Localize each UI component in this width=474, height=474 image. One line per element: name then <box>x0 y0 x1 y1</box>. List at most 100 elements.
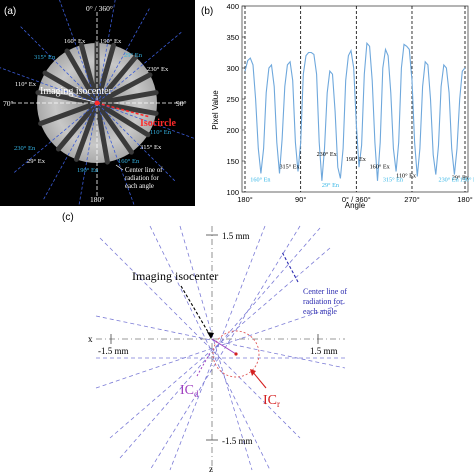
panel-c-diagram: (c) 1.5 mm -1.5 mm -1.5 mm 1.5 mm x z Im… <box>62 212 347 474</box>
y-tick-label: 300 <box>226 64 239 73</box>
radiation-line-4 <box>95 302 346 389</box>
annotation-ex: 315° Ex <box>279 163 300 170</box>
center-line-label-line-1: Center line of <box>303 287 347 296</box>
z-axis-letter: z <box>209 464 213 474</box>
annotation-en: 29° En <box>322 182 339 189</box>
x-tick-label: 180° <box>237 195 253 204</box>
label-160-en: 160° En <box>118 158 140 165</box>
radiation-line-7 <box>149 225 301 471</box>
annotation-en: 315° En <box>383 176 403 183</box>
panel-a-tag: (a) <box>4 6 16 17</box>
beam-line-190 <box>78 0 116 206</box>
y-tick-label: 150 <box>226 157 239 166</box>
radiation-line-9 <box>119 227 321 459</box>
pixel-value-plot: 100 150 200 250 300 350 400 180° 90° 0° / 360° 270… <box>226 2 474 204</box>
panel-a-image: (a) 0° / 360° 180° 70° 90° Imaging isoce… <box>0 0 195 206</box>
panel-b-tag: (b) <box>201 6 213 17</box>
center-line-arrow <box>281 251 299 283</box>
annotation-ex: 29° Ex <box>452 175 470 182</box>
x-tick-label: 180° <box>457 195 473 204</box>
radiation-line-2 <box>169 225 266 471</box>
annotation-ex: 110° Ex <box>396 173 417 180</box>
imaging-isocenter-arrow <box>180 285 212 338</box>
label-29-ex: 29° Ex <box>27 158 46 165</box>
icr-arrow <box>251 370 267 389</box>
radiation-line-1 <box>179 225 253 471</box>
annotation-en: 160° En <box>250 176 270 183</box>
stripe-11 <box>38 100 100 127</box>
x-tick-label: 0° / 360° <box>342 195 371 204</box>
x-tick-label: 270° <box>404 195 420 204</box>
y-tick-label: 200 <box>226 126 239 135</box>
x-axis-right-label: 1.5 mm <box>310 346 338 356</box>
label-230-ex: 230° Ex <box>147 66 169 73</box>
x-axis-title: Angle <box>345 201 366 210</box>
isocircle-pointer <box>96 102 151 118</box>
icd-label: ICd <box>180 383 199 399</box>
center-line-label-line-3: each angle <box>125 183 154 190</box>
stripe-14 <box>64 48 100 106</box>
center-line-label-line-2: radiation for <box>303 297 343 306</box>
imaging-isocenter-arrowhead <box>207 332 214 339</box>
stripe-12 <box>35 90 100 106</box>
center-line-label-line-3: each angle <box>303 307 337 316</box>
label-190-ex: 190° Ex <box>100 38 122 45</box>
beam-line-160 <box>59 0 135 206</box>
stripe-13 <box>42 70 100 106</box>
panel-c-tag: (c) <box>62 212 74 223</box>
label-315-en: 315° En <box>34 54 56 61</box>
x-tick-label: 90° <box>295 195 306 204</box>
annotation-en: 230° En <box>438 176 458 183</box>
label-160-ex: 160° Ex <box>64 38 86 45</box>
label-110-en: 110° En <box>150 129 172 136</box>
beam-line-29 <box>43 6 151 200</box>
beam-line-110 <box>0 67 195 140</box>
stripe-3 <box>94 72 153 106</box>
stripe-5 <box>94 100 159 116</box>
x-axis-left-label: -1.5 mm <box>98 346 129 356</box>
isocenter-dot <box>94 100 100 106</box>
stripe-15 <box>78 42 100 106</box>
y-tick-label: 350 <box>226 33 239 42</box>
stripe-10 <box>55 100 100 152</box>
y-tick-label: 250 <box>226 95 239 104</box>
y-axis-title: Pixel Value <box>211 90 220 130</box>
angle-90-label: 90° <box>176 99 187 108</box>
label-110-ex: 110° Ex <box>15 81 37 88</box>
x-axis-letter: x <box>88 334 93 344</box>
label-230-en: 230° En <box>14 145 36 152</box>
pixel-value-series <box>244 41 466 181</box>
label-29-en: 29° En <box>124 52 143 59</box>
icd-vector <box>211 338 237 355</box>
beam-line-315 <box>18 24 176 182</box>
isocircle-label: Isocircle <box>140 118 176 129</box>
stripe-7 <box>94 100 134 155</box>
z-axis-top-label: 1.5 mm <box>222 231 250 241</box>
angle-0-label: 0° / 360° <box>86 4 113 13</box>
y-tick-label: 400 <box>226 2 239 11</box>
icd-arrow <box>196 352 211 377</box>
imaging-isocenter-pointer <box>69 95 96 103</box>
imaging-isocenter-label: Imaging isocenter <box>40 86 113 97</box>
radiation-center-lines <box>95 225 346 471</box>
isocircle <box>212 330 260 378</box>
stripe-9 <box>73 100 100 162</box>
stripe-8 <box>94 100 110 165</box>
annotation-en: 190° En <box>460 176 474 183</box>
panel-b-chart: (b) Pixel Value Angle 100 150 200 250 300 350… <box>201 2 474 210</box>
center-line-label-line-2: radiation for <box>125 175 160 182</box>
annotation-ex: 190° Ex <box>346 156 367 163</box>
center-line-label-line-1: Center line of <box>125 167 163 174</box>
label-190-en: 190° En <box>77 167 99 174</box>
stripe-6 <box>94 100 151 138</box>
radiation-line-5 <box>95 315 346 369</box>
angle-180-label: 180° <box>90 195 104 204</box>
stripe-1 <box>94 42 117 106</box>
stripe-2 <box>94 54 139 106</box>
label-315-ex: 315° Ex <box>140 144 162 151</box>
angle-70-label: 70° <box>3 99 14 108</box>
annotation-ex: 230° Ex <box>317 151 338 158</box>
center-line-pointer <box>115 164 124 171</box>
isocircle-center <box>234 352 238 356</box>
icr-arrowhead <box>250 369 256 376</box>
